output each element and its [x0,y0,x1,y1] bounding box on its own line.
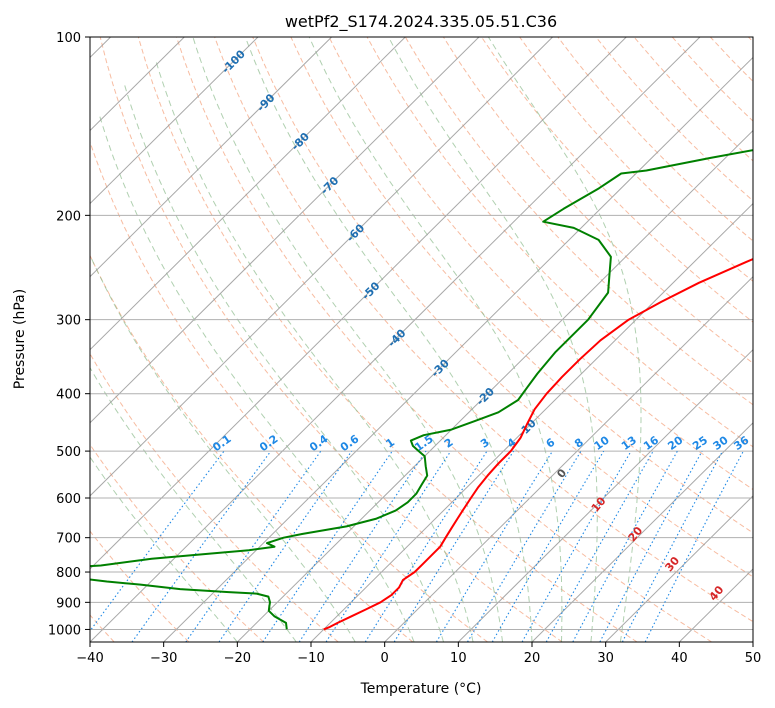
moist-adiabat [192,37,503,642]
plot-frame [89,36,754,643]
x-tick-label: 30 [597,651,614,666]
moist-adiabat [155,61,474,642]
isotherm-line [163,56,753,642]
y-tick-label: 600 [56,492,81,507]
isotherm-line [90,37,701,642]
dry-adiabat [214,37,753,623]
moist-adiabat [123,83,445,642]
isotherm-line [236,129,753,642]
moist-adiabat [388,37,598,642]
x-axis: −40 −30 −20 −10 0 10 20 30 40 50 [76,642,761,666]
dry-adiabat [404,37,753,406]
temperature-profile [323,257,753,631]
dry-adiabat [99,37,563,642]
y-axis-label: Pressure (hPa) [12,289,28,389]
y-tick-label: 900 [56,596,81,611]
mixing-ratio-line [325,450,452,642]
moist-adiabat [308,37,563,642]
isotherm-line [457,349,753,642]
moist-adiabat [90,366,297,642]
x-tick-label: 20 [524,651,541,666]
isotherm-line [531,422,753,642]
dry-adiabat [252,37,753,578]
chart-title: wetPf2_S174.2024.335.05.51.C36 [285,12,557,32]
mixing-ratio-line [298,450,427,642]
x-tick-label: 0 [381,651,389,666]
y-tick-label: 100 [56,31,81,46]
background-lines [90,37,753,642]
mixing-ratio-line [364,450,488,642]
y-tick-label: 300 [56,314,81,329]
isotherm-line [90,37,332,278]
plot-background [90,37,753,642]
x-tick-label: −40 [76,651,103,666]
y-tick-label: 400 [56,388,81,403]
dry-adiabat [90,352,339,642]
dry-adiabat [90,140,488,642]
isotherm-line [90,37,480,424]
y-tick-label: 700 [56,532,81,547]
dry-adiabat [90,443,264,642]
isotherm-line [310,202,753,642]
mixing-ratio-line [90,450,225,632]
mixing-ratio-line [435,450,553,642]
isotherm-line [384,275,753,642]
mixing-ratio-line [218,450,353,642]
y-tick-label: 1000 [48,623,81,638]
mixing-ratio-line [572,450,678,642]
data-series [90,149,753,631]
y-tick-label: 800 [56,566,81,581]
dry-adiabat [137,37,638,642]
dry-adiabat [328,37,753,491]
y-tick-label: 500 [56,445,81,460]
mixing-ratio-line [599,450,703,642]
moist-adiabat [244,37,533,642]
moist-adiabat [98,114,415,642]
isotherm-line [90,37,627,570]
isotherm-line [90,37,259,205]
isotherm-line [90,37,553,497]
isotherm-line [605,495,753,642]
dry-adiabat [90,530,190,642]
x-tick-label: −30 [150,651,177,666]
x-axis-label: Temperature (°C) [360,681,482,697]
x-tick-label: −10 [297,651,324,666]
moist-adiabat [487,37,642,642]
isotherm-line [90,37,406,351]
x-tick-label: 50 [745,651,762,666]
mixing-ratio-line [131,450,272,642]
mixing-ratio-line [545,450,654,642]
dewpoint-profile [90,149,753,630]
x-tick-label: 40 [671,651,688,666]
mixing-ratio-line [185,450,322,642]
y-tick-label: 200 [56,209,81,224]
x-tick-label: 10 [450,651,467,666]
x-tick-label: −20 [224,651,251,666]
y-axis: 100 200 300 400 500 600 700 800 900 1000 [48,31,90,638]
isotherm-line [752,641,753,642]
dry-adiabat [176,37,712,642]
